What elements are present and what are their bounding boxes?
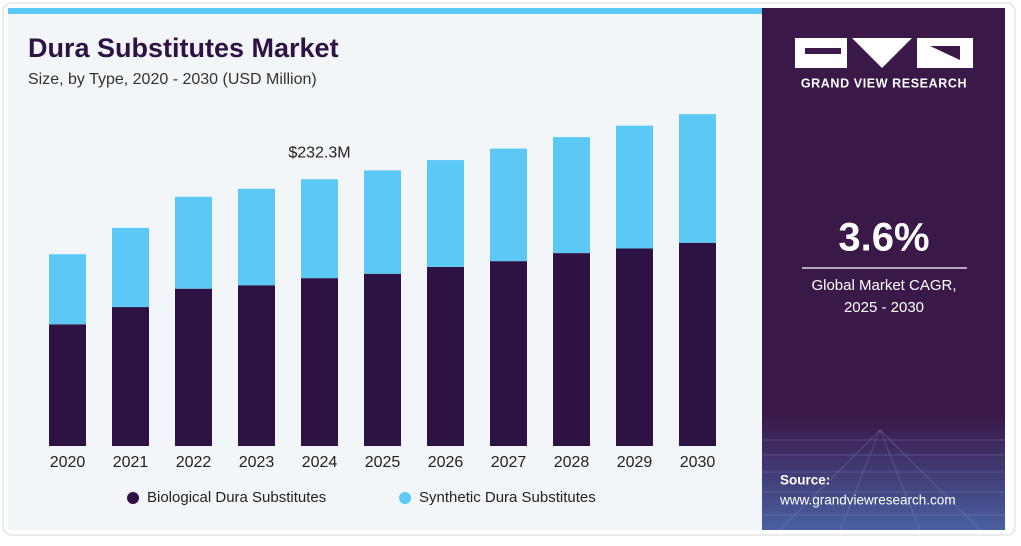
bar-segment (112, 227, 149, 308)
x-tick-label: 2024 (302, 454, 338, 471)
bar-segment (616, 248, 653, 446)
bar-segment (553, 137, 590, 254)
bar-segment (490, 261, 527, 446)
top-strip (8, 8, 762, 14)
chart-subtitle: Size, by Type, 2020 - 2030 (USD Million) (28, 71, 317, 88)
x-tick-label: 2029 (617, 454, 653, 471)
bar-segment (490, 148, 527, 262)
bar-segment (238, 285, 275, 446)
bar-segment (427, 266, 464, 446)
bar-segment (364, 273, 401, 446)
annotation: $232.3M (288, 144, 350, 161)
x-tick-label: 2021 (113, 454, 149, 471)
bar-segment (175, 288, 212, 446)
bar-segment (49, 324, 86, 446)
legend-label: Biological Dura Substitutes (147, 489, 326, 506)
bar-segment (616, 125, 653, 249)
x-tick-label: 2020 (50, 454, 86, 471)
bar-segment (427, 160, 464, 267)
cagr-period: 2025 - 2030 (844, 299, 924, 316)
bar-segment (301, 179, 338, 279)
bar-segment (175, 196, 212, 289)
source-url: www.grandviewresearch.com (779, 493, 956, 508)
x-tick-label: 2025 (365, 454, 401, 471)
chart-title: Dura Substitutes Market (28, 33, 339, 63)
cagr-label: Global Market CAGR, (811, 277, 956, 294)
cagr-value: 3.6% (838, 216, 929, 260)
legend-swatch (399, 492, 411, 504)
x-tick-label: 2023 (239, 454, 275, 471)
x-tick-label: 2027 (491, 454, 527, 471)
logo (795, 38, 973, 68)
sidebar-texture (762, 429, 1005, 531)
bar-segment (301, 278, 338, 446)
x-tick-label: 2026 (428, 454, 464, 471)
bar-segment (238, 188, 275, 286)
sidebar (762, 8, 1005, 530)
bar-segment (112, 307, 149, 446)
legend-swatch (127, 492, 139, 504)
bar-segment (553, 253, 590, 446)
x-tick-label: 2022 (176, 454, 212, 471)
source-label: Source: (780, 473, 830, 488)
bar-segment (679, 114, 716, 243)
bar-segment (49, 254, 86, 325)
x-tick-label: 2030 (680, 454, 716, 471)
bar-segment (364, 170, 401, 274)
bar-segment (679, 242, 716, 446)
brand: GRAND VIEW RESEARCH (801, 76, 967, 90)
legend-label: Synthetic Dura Substitutes (419, 489, 596, 506)
x-tick-label: 2028 (554, 454, 590, 471)
